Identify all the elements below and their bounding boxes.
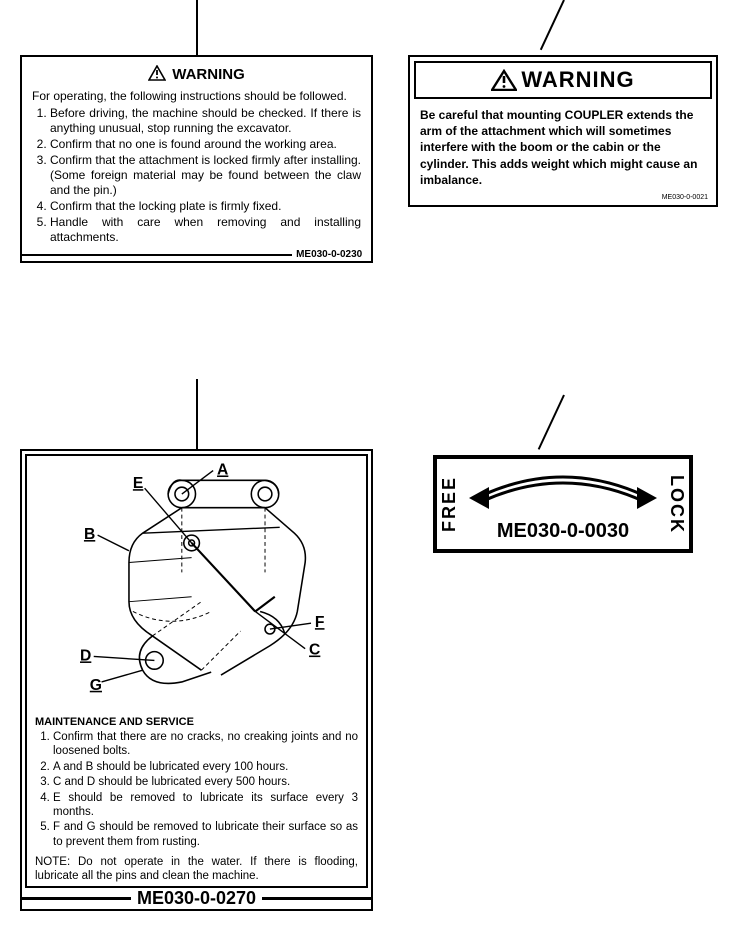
warning-label-coupler: WARNING Be careful that mounting COUPLER…	[408, 55, 718, 207]
warning-body-2: Be careful that mounting COUPLER extends…	[414, 107, 712, 194]
callout-line-4	[538, 395, 565, 450]
list-item: F and G should be removed to lubricate t…	[53, 820, 358, 849]
diagram-letter-e: E	[133, 475, 143, 492]
label-code-4: ME030-0-0030	[497, 520, 629, 543]
label-code-1: ME030-0-0230	[32, 249, 371, 262]
maintenance-label: A B C D E F G MAINTENANCE AND SERVICE Co…	[20, 449, 373, 911]
diagram-letter-d: D	[80, 647, 91, 664]
diagram-letter-f: F	[315, 614, 325, 631]
callout-line-2	[540, 0, 565, 50]
lock-text: LOCK	[664, 459, 689, 549]
list-item: Confirm that there are no cracks, no cre…	[53, 730, 358, 759]
free-lock-label: FREE ME030-0-0030 LOCK	[433, 455, 693, 553]
diagram-letter-b: B	[84, 526, 95, 543]
free-lock-mid: ME030-0-0030	[462, 459, 664, 549]
warning-label-operating: WARNING For operating, the following ins…	[20, 55, 373, 263]
maintenance-list: Confirm that there are no cracks, no cre…	[53, 730, 358, 849]
list-item: Handle with care when removing and insta…	[50, 215, 361, 245]
diagram-letter-a: A	[217, 462, 228, 478]
diagram-letter-g: G	[90, 677, 102, 694]
list-item: C and D should be lubricated every 500 h…	[53, 775, 358, 789]
label-code-3: ME030-0-0270	[22, 888, 371, 909]
maintenance-inner: A B C D E F G MAINTENANCE AND SERVICE Co…	[25, 454, 368, 888]
warning-heading-1: WARNING	[32, 65, 361, 85]
label-code-2: ME030-0-0021	[414, 194, 712, 201]
maintenance-title: MAINTENANCE AND SERVICE	[35, 716, 358, 728]
diagram-letter-c: C	[309, 642, 320, 659]
list-item: Before driving, the machine should be ch…	[50, 106, 361, 136]
list-item: E should be removed to lubricate its sur…	[53, 791, 358, 820]
warning-heading-2: WARNING	[414, 61, 712, 99]
list-item: Confirm that no one is found around the …	[50, 137, 361, 152]
double-arrow-icon	[462, 465, 664, 513]
callout-line-1	[196, 0, 198, 55]
callout-line-3	[196, 379, 198, 449]
list-item: A and B should be lubricated every 100 h…	[53, 760, 358, 774]
warning-list-1: Before driving, the machine should be ch…	[50, 106, 361, 245]
maintenance-note: NOTE: Do not operate in the water. If th…	[35, 855, 358, 884]
free-text: FREE	[437, 459, 462, 549]
warning-triangle-icon	[491, 69, 517, 91]
warning-heading-text-1: WARNING	[172, 66, 245, 83]
list-item: Confirm that the attachment is locked fi…	[50, 153, 361, 198]
list-item: Confirm that the locking plate is firmly…	[50, 199, 361, 214]
coupler-diagram: A B C D E F G	[35, 462, 358, 712]
warning-triangle-icon	[148, 65, 166, 81]
warning-heading-text-2: WARNING	[521, 67, 634, 92]
warning-intro: For operating, the following instruction…	[32, 89, 361, 104]
coupler-diagram-svg: A B C D E F G	[35, 462, 358, 712]
